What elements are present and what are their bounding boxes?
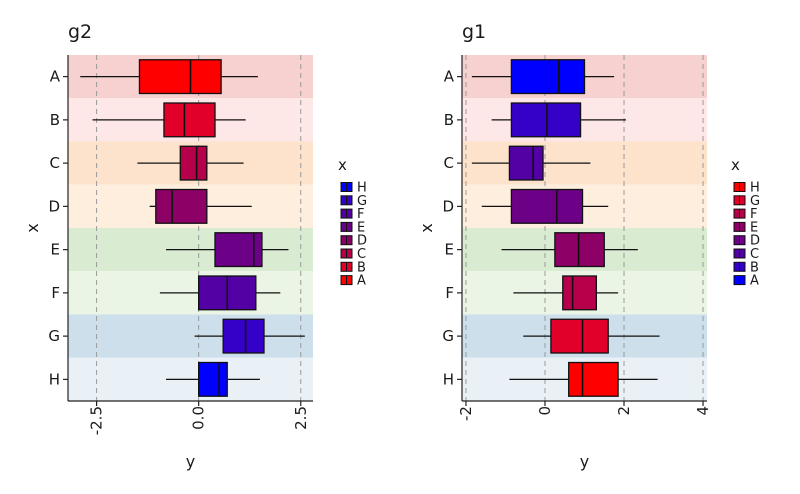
panel-title: g2	[68, 21, 92, 43]
box-F	[562, 275, 598, 311]
y-tick-label-D: D	[442, 197, 454, 215]
y-tick-label-D: D	[48, 197, 60, 215]
x-tick-label: -2	[457, 406, 475, 421]
x-axis-title: y	[186, 452, 195, 471]
box-D	[510, 188, 584, 224]
y-tick-label-G: G	[48, 327, 60, 345]
y-tick-label-A: A	[50, 68, 61, 86]
box-E	[554, 232, 605, 268]
legend-label-C: C	[357, 247, 366, 262]
y-tick-label-B: B	[444, 111, 454, 129]
box-G	[550, 318, 609, 354]
legend-label-B: B	[357, 260, 366, 275]
x-tick-label: 4	[694, 406, 712, 416]
x-tick-label: -2.5	[88, 406, 106, 435]
y-axis-title: x	[417, 223, 436, 232]
legend-label-C: C	[750, 247, 759, 262]
box-A	[510, 59, 586, 95]
legend-label-F: F	[750, 207, 757, 222]
box-E	[214, 232, 263, 268]
y-tick-label-C: C	[50, 154, 60, 172]
y-tick-label-A: A	[444, 68, 455, 86]
box-C	[179, 145, 208, 181]
box-C	[508, 145, 544, 181]
y-tick-label-H: H	[443, 370, 454, 388]
legend-label-H: H	[750, 181, 760, 196]
x-tick-label: 0.0	[190, 406, 208, 430]
legend-label-A: A	[357, 274, 366, 289]
y-tick-label-G: G	[442, 327, 454, 345]
y-tick-label-E: E	[445, 241, 454, 259]
x-axis-title: y	[580, 452, 589, 471]
legend-label-A: A	[750, 274, 759, 289]
y-tick-label-H: H	[49, 370, 60, 388]
x-tick-label: 2.5	[292, 406, 310, 430]
legend-label-E: E	[750, 220, 758, 235]
y-tick-label-E: E	[51, 241, 60, 259]
panel-title: g1	[462, 21, 486, 43]
legend-label-G: G	[357, 194, 367, 209]
legend-label-B: B	[750, 260, 759, 275]
box-H	[198, 361, 228, 397]
legend-title: x	[338, 156, 347, 174]
y-tick-label-F: F	[445, 284, 454, 302]
legend-label-D: D	[357, 234, 367, 249]
box-B	[510, 102, 582, 138]
y-axis-title: x	[23, 223, 42, 232]
box-G	[222, 318, 265, 354]
legend-label-G: G	[750, 194, 760, 209]
legend-title: x	[731, 156, 740, 174]
box-D	[155, 188, 208, 224]
y-tick-label-C: C	[444, 154, 454, 172]
y-tick-label-F: F	[51, 284, 60, 302]
x-tick-label: 2	[615, 406, 633, 416]
x-tick-label: 0	[536, 406, 554, 416]
box-H	[568, 361, 619, 397]
box-A	[138, 59, 222, 95]
legend-label-F: F	[357, 207, 364, 222]
legend-label-E: E	[357, 220, 365, 235]
legend-label-D: D	[750, 234, 760, 249]
legend-label-H: H	[357, 181, 367, 196]
box-B	[163, 102, 216, 138]
y-tick-label-B: B	[50, 111, 60, 129]
